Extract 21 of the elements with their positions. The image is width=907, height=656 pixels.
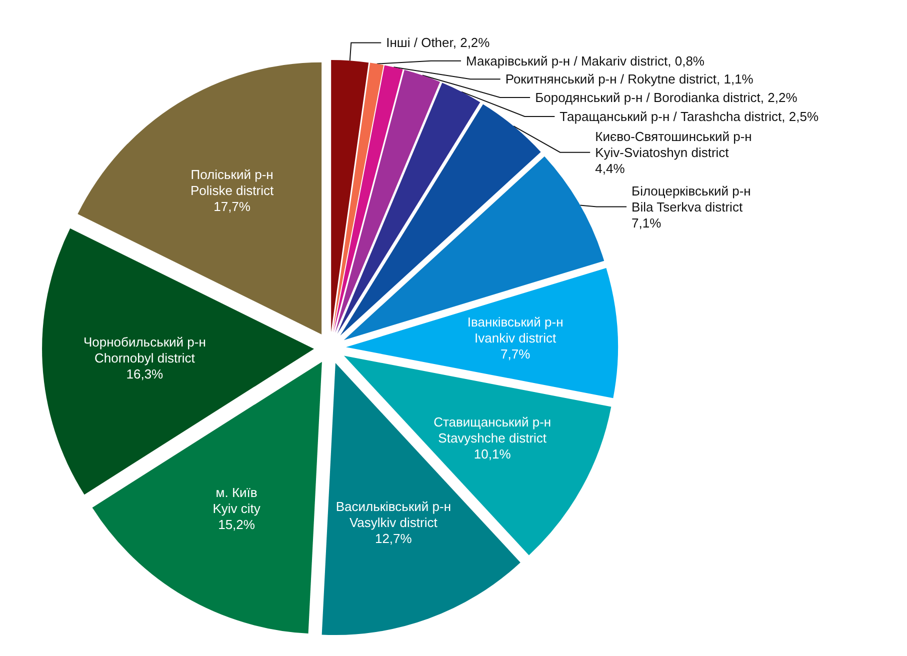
- slice-label: Ставищанський р-н Stavyshche district: [434, 414, 552, 446]
- slice-label: Білоцерківський р-н Bila Tserkva district: [632, 183, 751, 214]
- data-label: 10,1%: [474, 446, 512, 462]
- data-label: 17,7%: [214, 198, 251, 214]
- slice-label: м. Київ Kyiv city: [212, 484, 261, 516]
- data-label: 12,7%: [374, 530, 412, 546]
- slice-label: Києво-Святошинський р-н Kyiv-Sviatoshyn district: [595, 128, 752, 160]
- slice-label: Рокитнянський р-н / Rokytne district, 1,1%: [505, 72, 754, 87]
- data-label: 7,1%: [632, 215, 662, 230]
- slice-label: Таращанський р-н / Tarashcha district, 2,5%: [560, 108, 819, 124]
- data-label: 7,7%: [500, 346, 531, 362]
- slice-label: Васильківський р-н Vasylkiv district: [336, 498, 452, 530]
- slice-label: Іванківський р-н Ivankiv district: [467, 314, 564, 346]
- slice-label: Поліський р-н Poliske district: [190, 166, 274, 198]
- slice-label: Чорнобильський р-н Chornobyl district: [83, 334, 206, 366]
- data-label: 4,4%: [595, 160, 626, 176]
- slice-label: Макарівський р-н / Makariv district, 0,8%: [466, 53, 705, 68]
- slice-label: Інші / Other, 2,2%: [386, 35, 490, 50]
- data-label: 16,3%: [126, 366, 164, 382]
- data-label: 15,2%: [218, 516, 256, 532]
- slice-label: Бородянський р-н / Borodianka district, 2,2%: [535, 90, 798, 106]
